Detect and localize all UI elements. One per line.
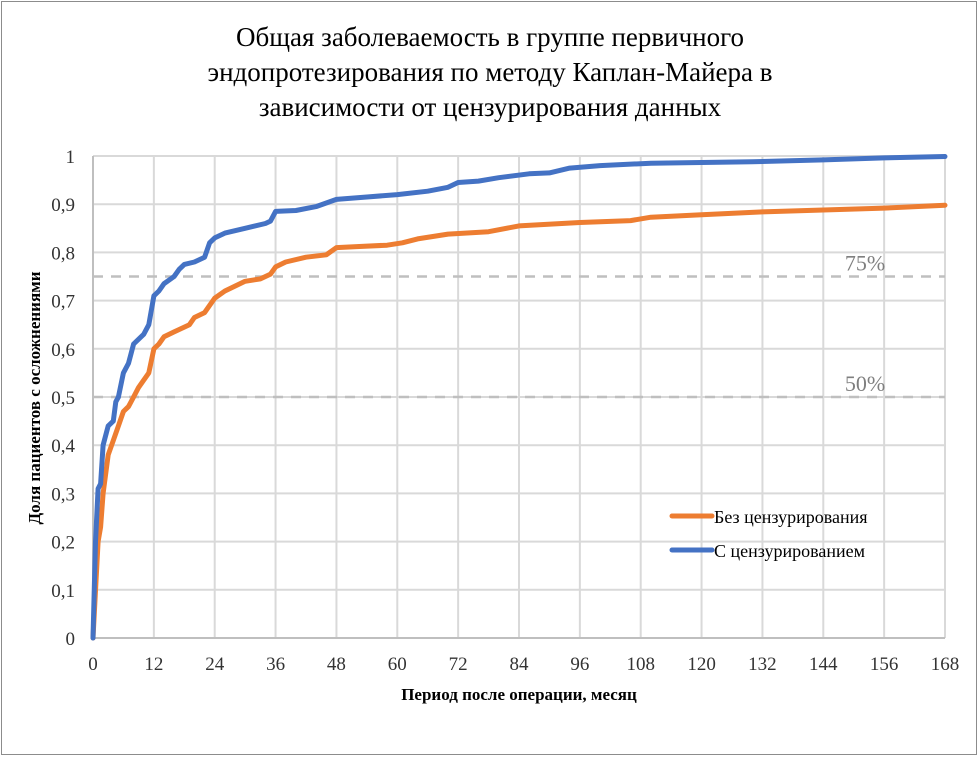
x-tick-label: 108	[626, 654, 655, 675]
x-tick-label: 48	[327, 654, 346, 675]
x-tick-label: 120	[687, 654, 716, 675]
y-tick-label: 0,7	[51, 292, 75, 313]
x-tick-label: 36	[266, 654, 285, 675]
y-tick-label: 0,1	[51, 581, 75, 602]
legend: Без цензурирования С цензурированием	[669, 507, 868, 561]
x-tick-label: 0	[88, 654, 98, 675]
series-line-censored	[90, 154, 948, 641]
y-tick-label: 0,8	[51, 243, 75, 264]
y-axis-title: Доля пациентов с осложнениями	[25, 271, 44, 524]
title-line-3: зависимости от цензурирования данных	[258, 92, 722, 122]
reference-label: 50%	[845, 371, 885, 396]
y-tick-label: 0	[66, 629, 76, 650]
y-tick-label: 0,4	[51, 436, 75, 457]
y-tick-label: 1	[66, 147, 76, 168]
chart-title: Общая заболеваемость в группе первичного…	[150, 20, 830, 125]
y-axis-ticks: 0 0,1 0,2 0,3 0,4 0,5 0,6 0,7 0,8 0,9 1	[51, 147, 75, 650]
title-line-1: Общая заболеваемость в группе первичного	[235, 22, 745, 52]
x-tick-label: 84	[510, 654, 530, 675]
x-tick-label: 144	[809, 654, 838, 675]
y-tick-label: 0,2	[51, 533, 75, 554]
x-tick-label: 60	[388, 654, 407, 675]
reference-label: 75%	[845, 251, 885, 276]
x-tick-label: 72	[449, 654, 468, 675]
y-tick-label: 0,9	[51, 195, 75, 216]
reference-lines: 75% 50%	[93, 251, 945, 399]
x-tick-label: 12	[144, 654, 163, 675]
x-axis-title: Период после операции, месяц	[401, 685, 637, 704]
series-line-uncensored	[90, 202, 948, 641]
y-tick-label: 0,6	[51, 340, 75, 361]
data-series	[90, 154, 948, 641]
x-tick-label: 132	[748, 654, 777, 675]
title-line-2: эндопротезирования по методу Каплан-Майе…	[207, 57, 773, 87]
y-tick-label: 0,5	[51, 388, 75, 409]
legend-label-uncensored: Без цензурирования	[714, 507, 868, 527]
legend-label-censored: С цензурированием	[714, 541, 865, 561]
x-tick-label: 168	[931, 654, 960, 675]
x-tick-label: 156	[870, 654, 899, 675]
x-tick-label: 96	[570, 654, 589, 675]
x-tick-label: 24	[205, 654, 225, 675]
y-tick-label: 0,3	[51, 484, 75, 505]
x-axis-ticks: 0 12 24 36 48 60 72 84 96 108 120 132 144 156 168	[88, 654, 959, 675]
